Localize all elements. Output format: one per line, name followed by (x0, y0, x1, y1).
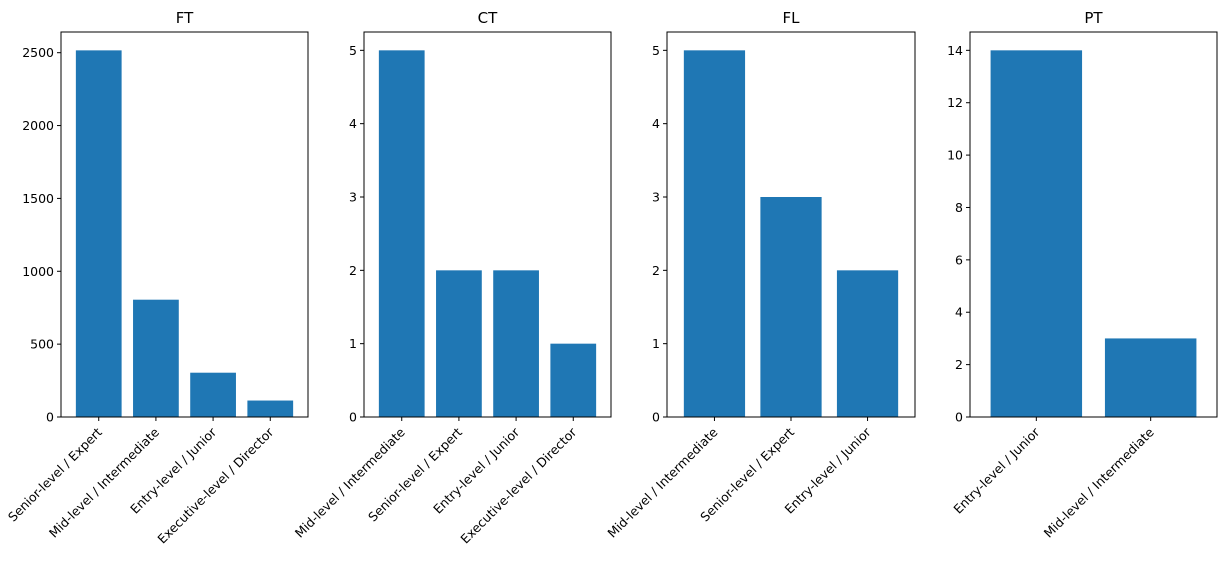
x-tick-label: Senior-level / Expert (5, 424, 105, 524)
bar (247, 400, 294, 417)
axes-frame (666, 31, 916, 418)
bar (550, 343, 597, 417)
bar (683, 50, 746, 417)
y-tick-label: 1000 (22, 264, 54, 279)
bar (1104, 338, 1197, 417)
y-tick-label: 0 (652, 410, 660, 425)
y-tick-label: 4 (652, 116, 660, 131)
y-tick-label: 12 (947, 95, 963, 110)
x-tick-label: Mid-level / Intermediate (604, 424, 720, 540)
subplot-ct: CT 0 1 2 3 4 5 Mid-level / IntermediateSenior-l… (292, 9, 612, 547)
bar (990, 50, 1083, 417)
y-tick-label: 0 (46, 410, 54, 425)
bar (493, 270, 539, 417)
x-tick-label: Senior-level / Expert (365, 424, 465, 524)
bar (760, 197, 822, 417)
y-tick-label: 10 (947, 148, 963, 163)
y-tick-label: 3 (349, 190, 357, 205)
y-tick-label: 2 (652, 263, 660, 278)
bar (133, 299, 179, 417)
y-tick-label: 8 (955, 200, 963, 215)
y-tick-label: 4 (955, 305, 963, 320)
y-tick-label: 1 (652, 336, 660, 351)
y-tick-label: 500 (30, 337, 54, 352)
x-tick-label: Mid-level / Intermediate (1041, 424, 1157, 540)
subplot-title: CT (478, 9, 498, 27)
y-tick-label: 2000 (22, 118, 54, 133)
y-tick-label: 2 (349, 263, 357, 278)
subplot-ft: FT 0 500 1000 1500 2000 2500 Senior-level / Exp… (5, 9, 309, 547)
y-tick-label: 6 (955, 252, 963, 267)
y-tick-label: 14 (947, 43, 963, 58)
subplot-pt: PT 0 2 4 6 8 10 12 14 Entry-level / JuniorMid-lev… (947, 9, 1218, 541)
axes-frame (363, 31, 612, 418)
bar (75, 50, 122, 418)
y-tick-label: 1 (349, 336, 357, 351)
y-tick-label: 5 (652, 43, 660, 58)
bar (836, 270, 899, 417)
x-tick-label: Entry-level / Junior (950, 424, 1043, 517)
subplot-title: PT (1084, 9, 1103, 27)
x-tick-label: Mid-level / Intermediate (46, 424, 162, 540)
y-tick-label: 1500 (22, 191, 54, 206)
x-tick-label: Entry-level / Junior (782, 424, 875, 517)
y-tick-label: 0 (955, 410, 963, 425)
y-tick-label: 2 (955, 357, 963, 372)
x-tick-label: Executive-level / Director (457, 424, 580, 547)
x-tick-label: Executive-level / Director (154, 424, 277, 547)
y-tick-label: 4 (349, 116, 357, 131)
bar (378, 50, 425, 417)
axes-frame (969, 31, 1218, 418)
y-tick-label: 0 (349, 410, 357, 425)
y-tick-label: 5 (349, 43, 357, 58)
x-tick-label: Mid-level / Intermediate (292, 424, 408, 540)
y-tick-label: 3 (652, 190, 660, 205)
subplot-title: FL (783, 9, 801, 27)
bar (190, 372, 236, 417)
bar (436, 270, 482, 417)
subplot-title: FT (176, 9, 194, 27)
axes-frame (60, 31, 309, 418)
y-tick-label: 2500 (22, 45, 54, 60)
